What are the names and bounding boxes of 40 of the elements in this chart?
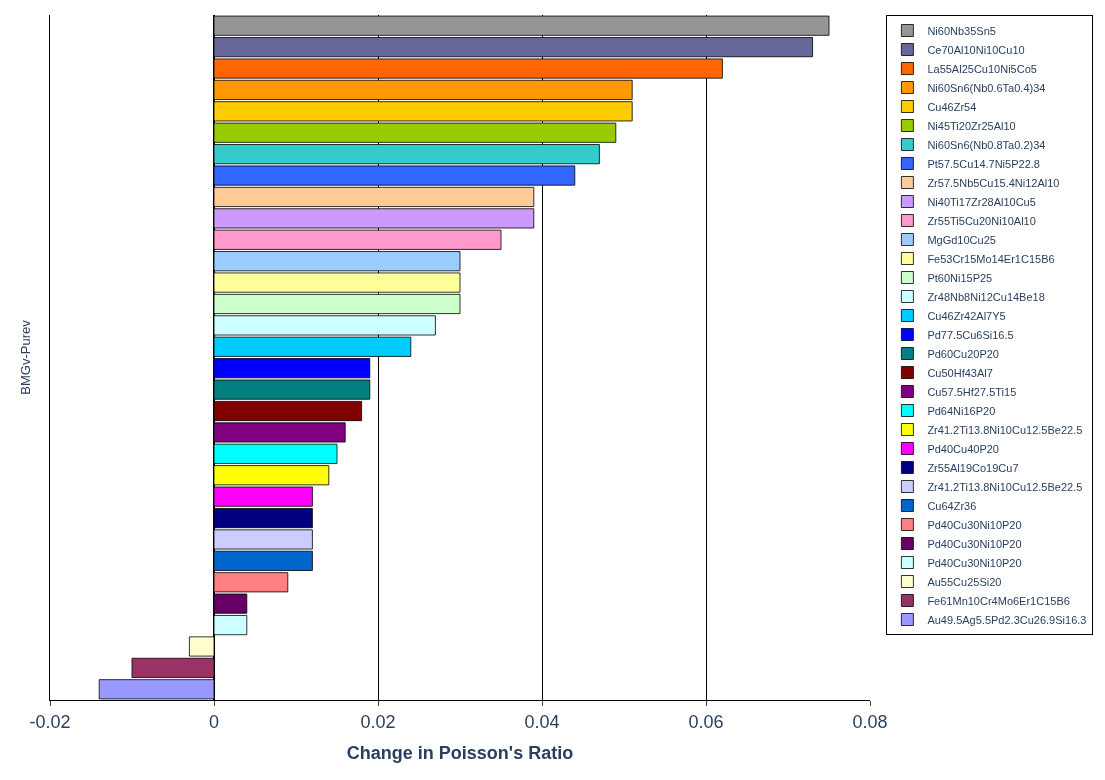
legend-label: La55Al25Cu10Ni5Co5 [927,62,1037,75]
legend-label: Zr48Nb8Ni12Cu14Be18 [927,290,1045,303]
x-tick-label: 0.02 [360,711,396,732]
legend-label: Cu46Zr42Al7Y5 [927,309,1006,322]
legend-label: Zr55Ti5Cu20Ni10Al10 [927,214,1036,227]
legend-label: Pd40Cu30Ni10P20 [927,537,1022,550]
legend-label: Cu64Zr36 [927,499,977,512]
y-axis-title: BMGv-Purev [17,319,33,395]
legend-label: Cu46Zr54 [927,100,977,113]
legend-label: Zr41.2Ti13.8Ni10Cu12.5Be22.5 [927,423,1083,436]
legend-label: Au49.5Ag5.5Pd2.3Cu26.9Si16.3 [927,613,1087,626]
x-tick-label: -0.02 [29,711,71,732]
legend-label: Pd40Cu40P20 [927,442,999,455]
legend-label: Pd64Ni16P20 [927,404,996,417]
legend-label: Ni60Sn6(Nb0.8Ta0.2)34 [927,138,1046,151]
legend-label: Ni40Ti17Zr28Al10Cu5 [927,195,1036,208]
legend-label: Ce70Al10Ni10Cu10 [927,43,1025,56]
legend-label: Cu57.5Hf27.5Ti15 [927,385,1017,398]
legend-label: Au55Cu25Si20 [927,575,1002,588]
legend-label: Pd40Cu30Ni10P20 [927,556,1022,569]
x-axis-title: Change in Poisson's Ratio [346,742,574,763]
x-tick-label: 0.08 [852,711,888,732]
legend-label: MgGd10Cu25 [927,233,996,246]
legend-label: Ni60Sn6(Nb0.6Ta0.4)34 [927,81,1046,94]
legend-label: Pt57.5Cu14.7Ni5P22.8 [927,157,1040,170]
x-tick-label: 0.06 [688,711,724,732]
legend-label: Zr57.5Nb5Cu15.4Ni12Al10 [927,176,1060,189]
legend-label: Pt60Ni15P25 [927,271,993,284]
legend-label: Ni60Nb35Sn5 [927,24,996,37]
legend-label: Pd77.5Cu6Si16.5 [927,328,1014,341]
legend-label: Zr41.2Ti13.8Ni10Cu12.5Be22.5 [927,480,1083,493]
x-tick-label: 0.04 [524,711,560,732]
legend-label: Fe61Mn10Cr4Mo6Er1C15B6 [927,594,1070,607]
legend-label: Fe53Cr15Mo14Er1C15B6 [927,252,1055,265]
legend-label: Cu50Hf43Al7 [927,366,993,379]
legend-label: Ni45Ti20Zr25Al10 [927,119,1016,132]
legend-label: Pd40Cu30Ni10P20 [927,518,1022,531]
legend-label: Zr55Al19Co19Cu7 [927,461,1019,474]
legend-label: Pd60Cu20P20 [927,347,999,360]
x-tick-label: 0 [208,711,220,732]
